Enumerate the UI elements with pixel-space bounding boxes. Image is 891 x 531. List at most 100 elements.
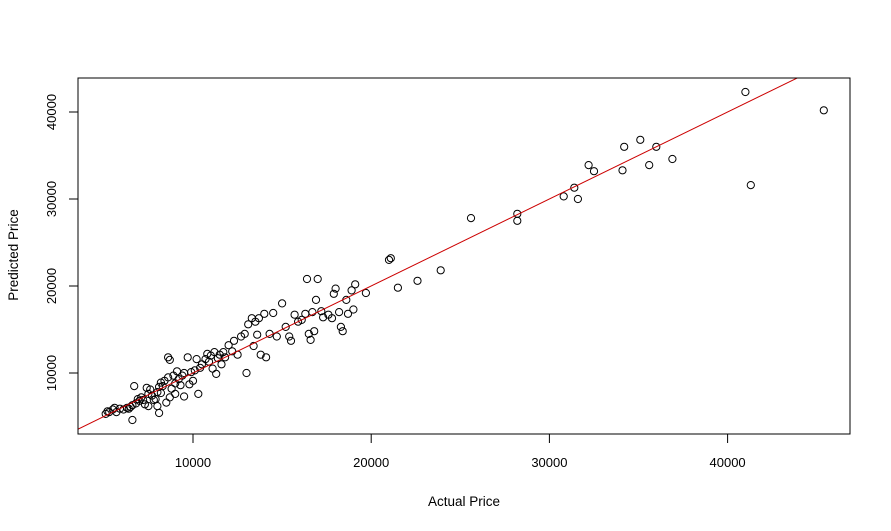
- data-point: [269, 308, 278, 318]
- data-point: [155, 382, 164, 391]
- data-point: [652, 142, 661, 151]
- data-point: [343, 309, 353, 318]
- data-point: [139, 395, 148, 405]
- x-axis-title: Actual Price: [428, 494, 500, 509]
- data-point: [229, 336, 239, 345]
- data-point: [278, 299, 287, 308]
- data-point: [155, 408, 164, 418]
- data-point: [183, 353, 192, 362]
- data-point: [327, 314, 337, 323]
- data-point: [285, 332, 294, 341]
- data-point: [317, 307, 326, 316]
- data-points: [101, 87, 828, 425]
- data-point: [306, 335, 315, 344]
- data-point: [188, 376, 198, 385]
- data-point: [164, 373, 173, 382]
- y-axis: 10000 20000 30000 40000: [44, 94, 78, 391]
- data-point: [313, 274, 322, 284]
- y-tick-label: 10000: [44, 355, 59, 391]
- data-point: [645, 161, 654, 170]
- data-point: [302, 274, 312, 284]
- data-point: [668, 154, 677, 164]
- data-point: [165, 355, 174, 364]
- data-point: [144, 402, 153, 411]
- data-point: [310, 327, 319, 336]
- data-point: [210, 348, 219, 357]
- data-point: [297, 315, 306, 324]
- data-point: [308, 308, 317, 317]
- data-point: [240, 329, 249, 338]
- data-point: [212, 369, 221, 378]
- data-point: [249, 341, 258, 351]
- data-point: [256, 350, 265, 359]
- data-point: [178, 371, 187, 380]
- data-point: [393, 283, 402, 292]
- data-point: [349, 305, 358, 314]
- data-point: [260, 309, 269, 318]
- data-point: [466, 214, 476, 223]
- data-point: [746, 181, 755, 190]
- data-point: [219, 348, 228, 357]
- data-point: [819, 106, 828, 115]
- data-point: [384, 255, 394, 264]
- data-point: [149, 395, 158, 405]
- x-tick-label: 30000: [531, 455, 567, 470]
- data-point: [137, 393, 146, 402]
- data-point: [192, 355, 201, 364]
- data-point: [221, 353, 230, 362]
- data-point: [253, 330, 262, 339]
- data-point: [319, 313, 328, 322]
- data-point: [304, 329, 313, 338]
- data-point: [176, 381, 185, 390]
- data-point: [559, 192, 568, 201]
- data-point: [164, 353, 173, 362]
- data-point: [336, 322, 345, 331]
- data-point: [386, 254, 395, 263]
- data-point: [636, 135, 645, 144]
- y-tick-label: 30000: [44, 181, 59, 217]
- data-point: [361, 288, 370, 298]
- data-point: [570, 183, 579, 192]
- data-point: [413, 276, 422, 285]
- data-point: [290, 310, 299, 319]
- data-point: [741, 87, 750, 97]
- data-point: [573, 194, 583, 204]
- data-point: [217, 360, 226, 369]
- data-point: [242, 368, 251, 378]
- data-point: [180, 392, 189, 401]
- data-point: [329, 289, 338, 298]
- data-point: [584, 161, 593, 170]
- data-point: [224, 341, 233, 350]
- data-point: [194, 389, 203, 398]
- x-axis: 10000 20000 30000 40000: [175, 434, 746, 470]
- x-tick-label: 10000: [175, 455, 211, 470]
- x-tick-label: 20000: [353, 455, 389, 470]
- data-point: [351, 280, 360, 289]
- data-point: [311, 295, 321, 304]
- data-point: [130, 382, 139, 391]
- data-point: [331, 284, 340, 293]
- data-point: [618, 166, 627, 175]
- data-point: [262, 353, 271, 362]
- x-tick-label: 40000: [710, 455, 746, 470]
- data-point: [128, 415, 137, 425]
- reference-line: [78, 78, 799, 430]
- data-point: [589, 167, 599, 176]
- data-point: [335, 308, 344, 317]
- y-tick-label: 40000: [44, 94, 59, 130]
- data-point: [123, 403, 132, 412]
- data-point: [244, 320, 253, 329]
- data-point: [171, 389, 180, 398]
- data-point: [338, 327, 347, 336]
- data-point: [254, 314, 263, 323]
- y-tick-label: 20000: [44, 268, 59, 304]
- data-point: [347, 286, 356, 295]
- data-point: [146, 385, 155, 394]
- data-point: [620, 142, 629, 151]
- data-point: [281, 322, 290, 331]
- data-point: [513, 216, 522, 225]
- data-point: [436, 266, 445, 275]
- plot-frame: [77, 77, 851, 435]
